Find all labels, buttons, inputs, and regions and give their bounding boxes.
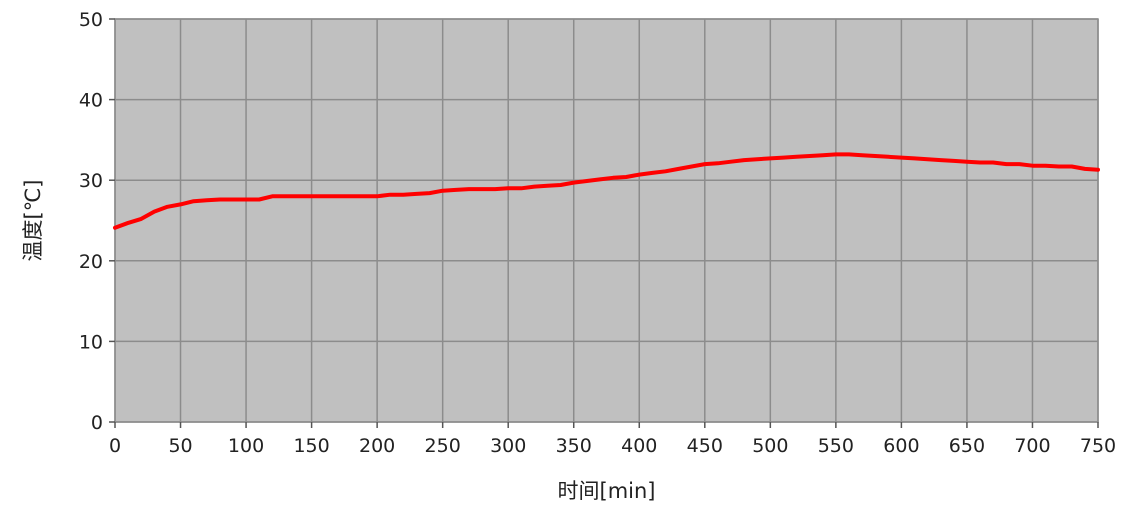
x-tick-label: 250	[425, 435, 461, 457]
x-tick-label: 450	[687, 435, 723, 457]
x-tick-label: 300	[490, 435, 526, 457]
y-tick-label: 10	[79, 331, 103, 353]
x-tick-label: 700	[1014, 435, 1050, 457]
x-axis-ticks: 0 50 100 150 200 250 300 350 400 450 500 550 600 650 7…	[109, 422, 1116, 457]
x-tick-label: 100	[228, 435, 264, 457]
x-tick-label: 200	[359, 435, 395, 457]
y-tick-label: 20	[79, 251, 103, 273]
plot-area	[115, 19, 1098, 422]
x-tick-label: 750	[1080, 435, 1116, 457]
x-tick-label: 550	[818, 435, 854, 457]
x-tick-label: 0	[109, 435, 121, 457]
x-tick-label: 500	[752, 435, 788, 457]
y-tick-label: 40	[79, 90, 103, 112]
plot-frame	[114, 18, 1099, 423]
y-tick-label: 30	[79, 170, 103, 192]
series-layer	[113, 152, 1100, 230]
x-tick-label: 50	[168, 435, 192, 457]
x-tick-label: 400	[621, 435, 657, 457]
x-tick-label: 650	[949, 435, 985, 457]
y-axis-title: 温度[℃]	[21, 180, 45, 262]
x-tick-label: 600	[883, 435, 919, 457]
y-tick-label: 0	[91, 412, 103, 434]
x-tick-label: 350	[556, 435, 592, 457]
y-tick-label: 50	[79, 9, 103, 31]
x-tick-label: 150	[293, 435, 329, 457]
x-axis-title: 时间[min]	[558, 479, 656, 503]
y-axis-ticks: 0 10 20 30 40 50	[79, 9, 115, 434]
series-line	[113, 152, 1100, 230]
